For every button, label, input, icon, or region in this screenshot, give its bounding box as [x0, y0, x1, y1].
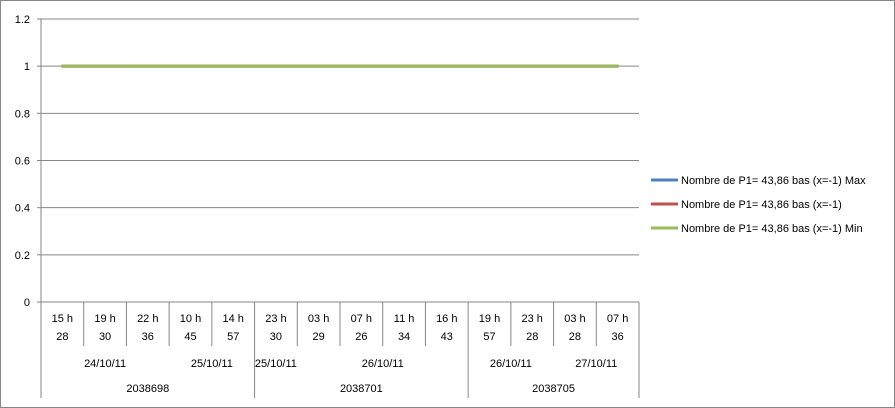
y-tick-label: 0 — [24, 297, 30, 309]
category-label-line2: 36 — [142, 331, 154, 343]
category-label-line2: 36 — [612, 331, 624, 343]
y-axis: 0 0.2 0.4 0.6 0.8 1 1.2 — [15, 14, 42, 309]
category-label-line2: 30 — [270, 331, 282, 343]
date-group-label: 26/10/11 — [490, 358, 532, 370]
id-group-label: 2038698 — [126, 383, 169, 395]
date-group-label: 25/10/11 — [191, 358, 233, 370]
y-tick-label: 1.2 — [15, 14, 30, 26]
gridlines — [41, 18, 639, 256]
category-label-line1: 19 h — [94, 313, 115, 325]
category-label-line1: 23 h — [265, 313, 286, 325]
category-label-line2: 57 — [227, 331, 239, 343]
date-group-label: 27/10/11 — [575, 358, 617, 370]
category-label-line2: 34 — [398, 331, 410, 343]
legend-label-0: Nombre de P1= 43,86 bas (x=-1) Max — [681, 175, 866, 187]
id-group-label: 2038705 — [532, 383, 575, 395]
category-label-line1: 16 h — [436, 313, 457, 325]
category-label-line2: 29 — [313, 331, 325, 343]
category-label-line2: 43 — [441, 331, 453, 343]
date-group-label: 26/10/11 — [362, 358, 404, 370]
category-label-line2: 57 — [483, 331, 495, 343]
category-label-line2: 30 — [99, 331, 111, 343]
x-axis: 15 h 28 19 h 30 22 h 36 10 h 45 14 h 57 23 h 30 03 h… — [40, 301, 640, 398]
category-label-line1: 03 h — [564, 313, 585, 325]
category-label-line1: 11 h — [394, 313, 415, 325]
category-label-line2: 28 — [569, 331, 581, 343]
y-tick-label: 0.2 — [15, 250, 30, 262]
category-label-line2: 45 — [184, 331, 196, 343]
category-label-line1: 23 h — [522, 313, 543, 325]
date-group-label: 24/10/11 — [84, 358, 126, 370]
category-label-line1: 03 h — [308, 313, 329, 325]
legend: Nombre de P1= 43,86 bas (x=-1) Max Nombre… — [651, 175, 866, 235]
category-label-line1: 19 h — [479, 313, 500, 325]
legend-label-1: Nombre de P1= 43,86 bas (x=-1) — [681, 199, 842, 211]
category-label-line1: 07 h — [607, 313, 628, 325]
category-label-line2: 28 — [526, 331, 538, 343]
y-tick-label: 1 — [24, 61, 30, 73]
legend-label-2: Nombre de P1= 43,86 bas (x=-1) Min — [681, 223, 863, 235]
y-tick-label: 0.4 — [15, 203, 30, 215]
date-group-label: 25/10/11 — [255, 358, 297, 370]
category-label-line2: 28 — [56, 331, 68, 343]
category-label-line1: 07 h — [351, 313, 372, 325]
y-tick-label: 0.6 — [15, 156, 30, 168]
id-group-label: 2038701 — [340, 383, 383, 395]
category-label-line1: 14 h — [223, 313, 244, 325]
category-label-line1: 15 h — [52, 313, 73, 325]
category-label-line1: 10 h — [180, 313, 201, 325]
y-tick-label: 0.8 — [15, 108, 30, 120]
category-label-line2: 26 — [355, 331, 367, 343]
category-label-line1: 22 h — [137, 313, 158, 325]
